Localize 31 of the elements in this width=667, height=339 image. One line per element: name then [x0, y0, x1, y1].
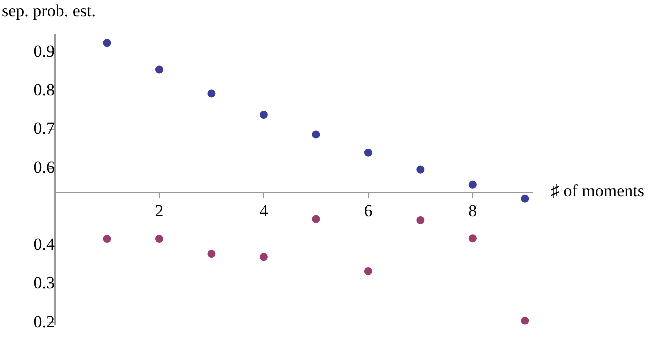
- x-axis-title: ♯ of moments: [551, 181, 644, 200]
- y-tick-label: 0.2: [34, 312, 55, 332]
- point: [468, 234, 477, 243]
- point: [468, 180, 477, 189]
- point: [416, 216, 425, 224]
- point: [312, 130, 320, 139]
- point: [521, 316, 530, 325]
- y-tick-label: 0.7: [34, 119, 56, 138]
- point: [155, 66, 164, 74]
- point: [416, 166, 425, 174]
- y-tick-label: 0.6: [34, 158, 55, 177]
- y-tick-label: 0.9: [34, 42, 55, 61]
- point: [521, 194, 530, 203]
- point: [260, 253, 268, 262]
- y-axis-title: sep. prob. est.: [2, 1, 96, 20]
- point: [208, 250, 216, 258]
- point: [364, 148, 372, 157]
- point: [312, 215, 320, 224]
- x-tick-label: 2: [155, 202, 164, 221]
- point: [103, 235, 112, 244]
- point: [155, 235, 164, 244]
- point: [260, 110, 268, 119]
- y-tick-label: 0.3: [34, 274, 55, 293]
- x-tick-label: 4: [260, 202, 269, 221]
- point: [208, 90, 216, 98]
- x-tick-label: 6: [364, 202, 373, 221]
- point: [364, 267, 372, 276]
- y-tick-label: 0.8: [34, 80, 55, 100]
- point: [103, 39, 112, 48]
- y-tick-label: 0.4: [34, 235, 56, 254]
- x-tick-label: 8: [468, 202, 478, 221]
